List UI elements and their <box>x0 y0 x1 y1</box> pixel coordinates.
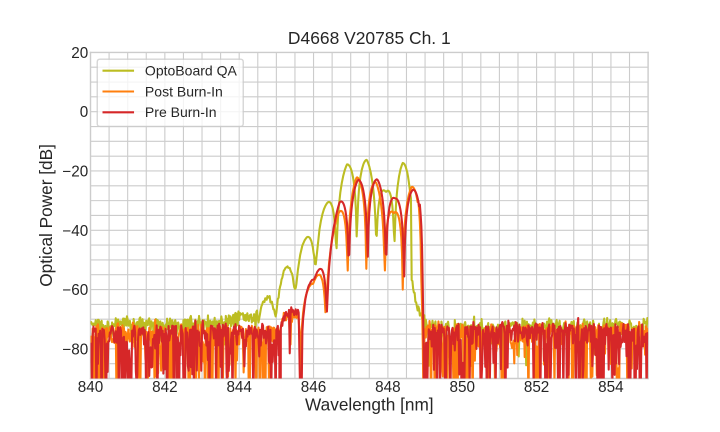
svg-text:842: 842 <box>152 379 177 396</box>
svg-text:Wavelength [nm]: Wavelength [nm] <box>305 395 434 415</box>
svg-text:848: 848 <box>375 379 400 396</box>
svg-text:840: 840 <box>78 379 103 396</box>
svg-text:Post Burn-In: Post Burn-In <box>145 83 223 99</box>
svg-text:OptoBoard QA: OptoBoard QA <box>145 63 238 79</box>
svg-text:−20: −20 <box>62 164 88 181</box>
svg-text:844: 844 <box>226 379 252 396</box>
svg-text:0: 0 <box>80 104 89 121</box>
svg-text:−60: −60 <box>62 282 88 299</box>
svg-text:850: 850 <box>449 379 474 396</box>
svg-text:Pre Burn-In: Pre Burn-In <box>145 104 217 120</box>
svg-text:−40: −40 <box>62 223 88 240</box>
svg-text:20: 20 <box>71 45 88 62</box>
svg-text:852: 852 <box>524 379 549 396</box>
svg-text:−80: −80 <box>62 341 88 358</box>
svg-text:854: 854 <box>598 379 624 396</box>
svg-text:Optical Power [dB]: Optical Power [dB] <box>36 144 56 287</box>
svg-text:D4668 V20785 Ch. 1: D4668 V20785 Ch. 1 <box>288 28 451 48</box>
svg-text:846: 846 <box>301 379 326 396</box>
